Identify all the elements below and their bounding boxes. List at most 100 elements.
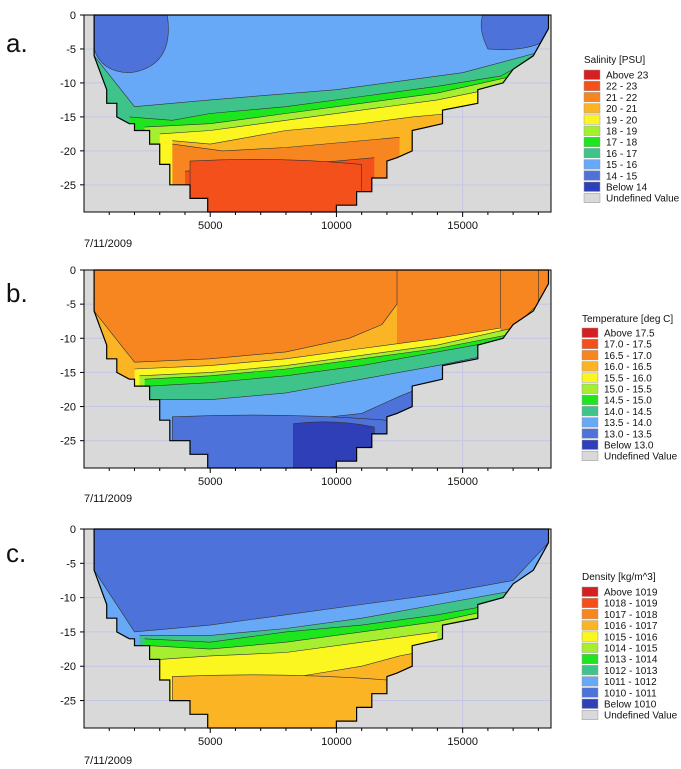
legend-swatch [581, 709, 599, 720]
contour-line [159, 631, 438, 660]
y-tick-label: 0 [70, 265, 76, 277]
legend-swatch [583, 170, 601, 181]
legend-label: 21 - 22 [606, 93, 638, 104]
date-label: 7/11/2009 [84, 493, 132, 505]
legend-swatch [581, 417, 599, 428]
contour-line [149, 338, 514, 387]
contour-line [134, 270, 501, 370]
y-tick-label: -5 [66, 558, 76, 570]
legend-swatch [583, 148, 601, 159]
legend-swatch [581, 338, 599, 349]
legend-swatch [581, 676, 599, 687]
legend-swatch [583, 192, 601, 203]
y-tick-label: -15 [60, 367, 76, 379]
x-tick-label: 5000 [198, 220, 222, 232]
y-tick-label: -10 [60, 78, 76, 90]
legend-label: 14.0 - 14.5 [604, 407, 652, 418]
y-tick-label: -20 [60, 402, 76, 414]
y-tick-label: -10 [60, 333, 76, 345]
y-tick-label: -25 [60, 696, 76, 708]
y-tick-label: -20 [60, 661, 76, 673]
legend-swatch [581, 698, 599, 709]
contour-line [144, 600, 514, 643]
x-tick-label: 10000 [321, 220, 352, 232]
x-tick-label: 15000 [447, 220, 478, 232]
legend-label: 17.0 - 17.5 [604, 340, 652, 351]
x-tick-label: 15000 [447, 736, 478, 748]
legend-label: 1016 - 1017 [604, 621, 658, 632]
plot-frame [83, 269, 552, 469]
legend-swatch [583, 103, 601, 114]
legend-label: 14 - 15 [606, 171, 638, 182]
legend-label: 1010 - 1011 [604, 688, 657, 699]
contour-line [144, 75, 514, 128]
legend-label: 13.5 - 14.0 [604, 418, 652, 429]
contour-line [94, 542, 549, 633]
date-label: 7/11/2009 [84, 755, 132, 767]
x-tick-label: 10000 [321, 476, 352, 488]
y-tick-label: -15 [60, 112, 76, 124]
legend-swatch [581, 439, 599, 450]
legend-label: 22 - 23 [606, 82, 638, 93]
panel-a: a. 7/11/2009 Salinity [PSU] 0 -5 -10 -15 -20… [6, 10, 680, 250]
y-tick-label: -25 [60, 436, 76, 448]
legend-swatch [583, 125, 601, 136]
legend-label: 20 - 21 [606, 104, 638, 115]
legend-label: 18 - 19 [606, 127, 638, 138]
legend-label: 17 - 18 [606, 138, 638, 149]
y-tick-label: -5 [66, 299, 76, 311]
legend-swatch [581, 406, 599, 417]
legend-swatch [581, 665, 599, 676]
contour-line [172, 137, 400, 152]
x-tick-label: 5000 [198, 476, 222, 488]
y-tick-label: -25 [60, 180, 76, 192]
contour-line [139, 270, 539, 377]
x-tick-label: 5000 [198, 736, 222, 748]
legend-label: 14.5 - 15.0 [604, 396, 652, 407]
legend-swatch [581, 327, 599, 338]
legend-swatch [581, 450, 599, 461]
legend-swatch [581, 586, 599, 597]
contour-band [94, 15, 169, 74]
basin-outline [93, 269, 550, 469]
legend-label: Above 1019 [604, 588, 658, 599]
contour-line [129, 55, 539, 121]
legend-swatch [583, 69, 601, 80]
legend-swatch [581, 687, 599, 698]
panel-label: a. [6, 28, 28, 58]
legend-label: 15.0 - 15.5 [604, 385, 652, 396]
legend-swatch [581, 597, 599, 608]
legend-swatch [581, 383, 599, 394]
legend-label: Above 23 [606, 71, 649, 82]
y-tick-label: -5 [66, 44, 76, 56]
legend-label: 1012 - 1013 [604, 666, 658, 677]
basin-outline [93, 14, 550, 213]
legend-swatch [583, 80, 601, 91]
legend-swatch [581, 361, 599, 372]
legend-label: Below 1010 [604, 700, 657, 711]
legend-title: Temperature [deg C] [582, 314, 673, 325]
contour-band [293, 421, 375, 468]
legend-label: Below 13.0 [604, 441, 654, 452]
contour-line [172, 113, 451, 145]
legend-swatch [583, 159, 601, 170]
legend-label: 13.0 - 13.5 [604, 429, 652, 440]
legend-label: 19 - 20 [606, 115, 638, 126]
legend-swatch [581, 653, 599, 664]
legend-label: 15.5 - 16.0 [604, 373, 652, 384]
contour-line [159, 89, 488, 135]
y-tick-label: 0 [70, 10, 76, 22]
legend-swatch [583, 136, 601, 147]
legend-label: 15 - 16 [606, 160, 638, 171]
legend-label: 16.5 - 17.0 [604, 351, 652, 362]
legend-label: 16 - 17 [606, 149, 638, 160]
legend-label: 1014 - 1015 [604, 644, 658, 655]
date-label: 7/11/2009 [84, 238, 132, 250]
basin-outline [93, 528, 550, 729]
panel-label: c. [6, 538, 26, 568]
legend-label: 1015 - 1016 [604, 632, 658, 643]
y-tick-label: -15 [60, 627, 76, 639]
legend-label: Above 17.5 [604, 329, 655, 340]
legend-swatch [581, 631, 599, 642]
